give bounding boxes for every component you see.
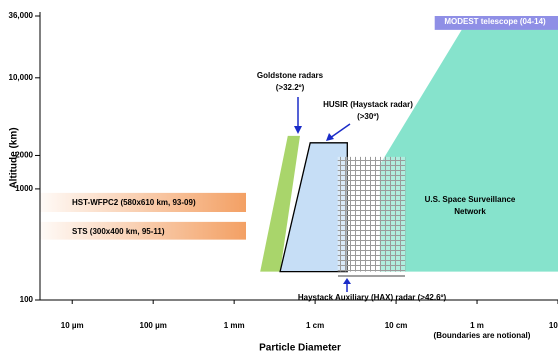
- region: [379, 16, 558, 272]
- region-label: MODEST telescope (04-14): [444, 17, 546, 26]
- y-axis-label: Altitude (km): [9, 127, 20, 188]
- x-tick-label: 100 µm: [140, 321, 167, 330]
- region: [279, 142, 348, 273]
- arrow-head: [294, 126, 302, 134]
- region: [260, 135, 300, 272]
- x-tick-label: 1 cm: [306, 321, 324, 330]
- y-tick-label: 10,000: [9, 73, 34, 82]
- x-tick-label: 10 cm: [385, 321, 408, 330]
- arrow: [329, 123, 351, 139]
- x-axis-label: Particle Diameter: [259, 343, 341, 354]
- region-label: Goldstone radars: [257, 71, 324, 80]
- region-label: HST-WFPC2 (580x610 km, 93-09): [72, 198, 196, 207]
- note: (Boundaries are notional): [434, 331, 531, 340]
- arrow-head: [343, 278, 351, 284]
- y-tick-label: 36,000: [9, 11, 34, 20]
- region: [434, 16, 558, 30]
- x-tick-label: 1 mm: [224, 321, 245, 330]
- x-tick-label: 10 m: [549, 321, 558, 330]
- region: [337, 156, 406, 272]
- region-label: STS (300x400 km, 95-11): [72, 227, 165, 236]
- region-label: U.S. Space Surveillance: [425, 195, 516, 204]
- region-label: (>32.2º): [276, 83, 305, 92]
- region-label: (>30º): [357, 112, 379, 121]
- arrow-head: [326, 133, 334, 141]
- region: [40, 192, 246, 212]
- region-label: Network: [454, 207, 486, 216]
- y-tick-label: 2000: [15, 151, 33, 160]
- x-tick-label: 1 m: [470, 321, 484, 330]
- x-tick-label: 10 µm: [61, 321, 84, 330]
- y-tick-label: 1000: [15, 184, 33, 193]
- region-label: Haystack Auxiliary (HAX) radar (>42.6º): [298, 293, 447, 302]
- region: [40, 221, 246, 240]
- region-label: HUSIR (Haystack radar): [323, 100, 413, 109]
- y-tick-label: 100: [20, 295, 34, 304]
